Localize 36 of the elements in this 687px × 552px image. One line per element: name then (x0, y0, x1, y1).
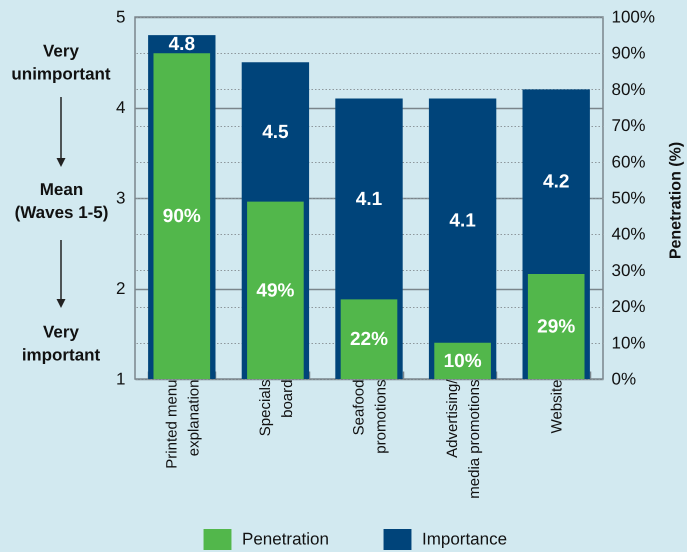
y-tick-label: 2 (116, 279, 126, 298)
y2-tick-label: 40% (612, 224, 646, 244)
data-label: 4.8 (168, 34, 196, 56)
text: Very unimportant (11, 42, 111, 84)
legend-label: Importance (422, 530, 508, 548)
y2-axis-title: Penetration (%) (668, 142, 684, 260)
data-label: 10% (444, 350, 482, 372)
y-axis-title: Mean (Waves 1-5) (14, 180, 108, 222)
text: Very important (22, 322, 101, 364)
y2-tick-label: 80% (612, 80, 646, 99)
data-label: 4.5 (262, 122, 290, 143)
data-label: 4.1 (356, 188, 383, 210)
y-tick-label: 3 (116, 188, 126, 208)
data-label: 4.2 (542, 172, 570, 193)
y2-tick-label: 0% (612, 370, 636, 388)
y2-tick-label: 90% (612, 44, 646, 63)
y2-tick-label: 20% (612, 297, 646, 316)
y-tick-label: 4 (116, 98, 126, 117)
x-tick-label: Specials board (256, 380, 296, 436)
y-tick-label: 1 (116, 370, 126, 388)
y2-tick-label: 60% (612, 152, 646, 172)
data-label: 29% (537, 316, 576, 338)
x-tick-label: Website (548, 380, 566, 434)
legend-label: Penetration (242, 530, 329, 548)
y2-tick-label: 70% (612, 116, 646, 136)
y-tick-label: 5 (116, 8, 126, 26)
data-label: 22% (350, 329, 388, 350)
data-label: 49% (256, 280, 295, 302)
x-tick-label: Printed menu explanation (163, 380, 202, 469)
data-label: 4.1 (449, 210, 476, 232)
data-label: 90% (162, 206, 201, 228)
bar (340, 299, 398, 379)
y2-tick-label: 30% (612, 260, 646, 280)
y2-tick-label: 100% (612, 8, 655, 26)
y2-tick-label: 10% (612, 333, 646, 352)
y2-tick-label: 50% (612, 188, 646, 208)
